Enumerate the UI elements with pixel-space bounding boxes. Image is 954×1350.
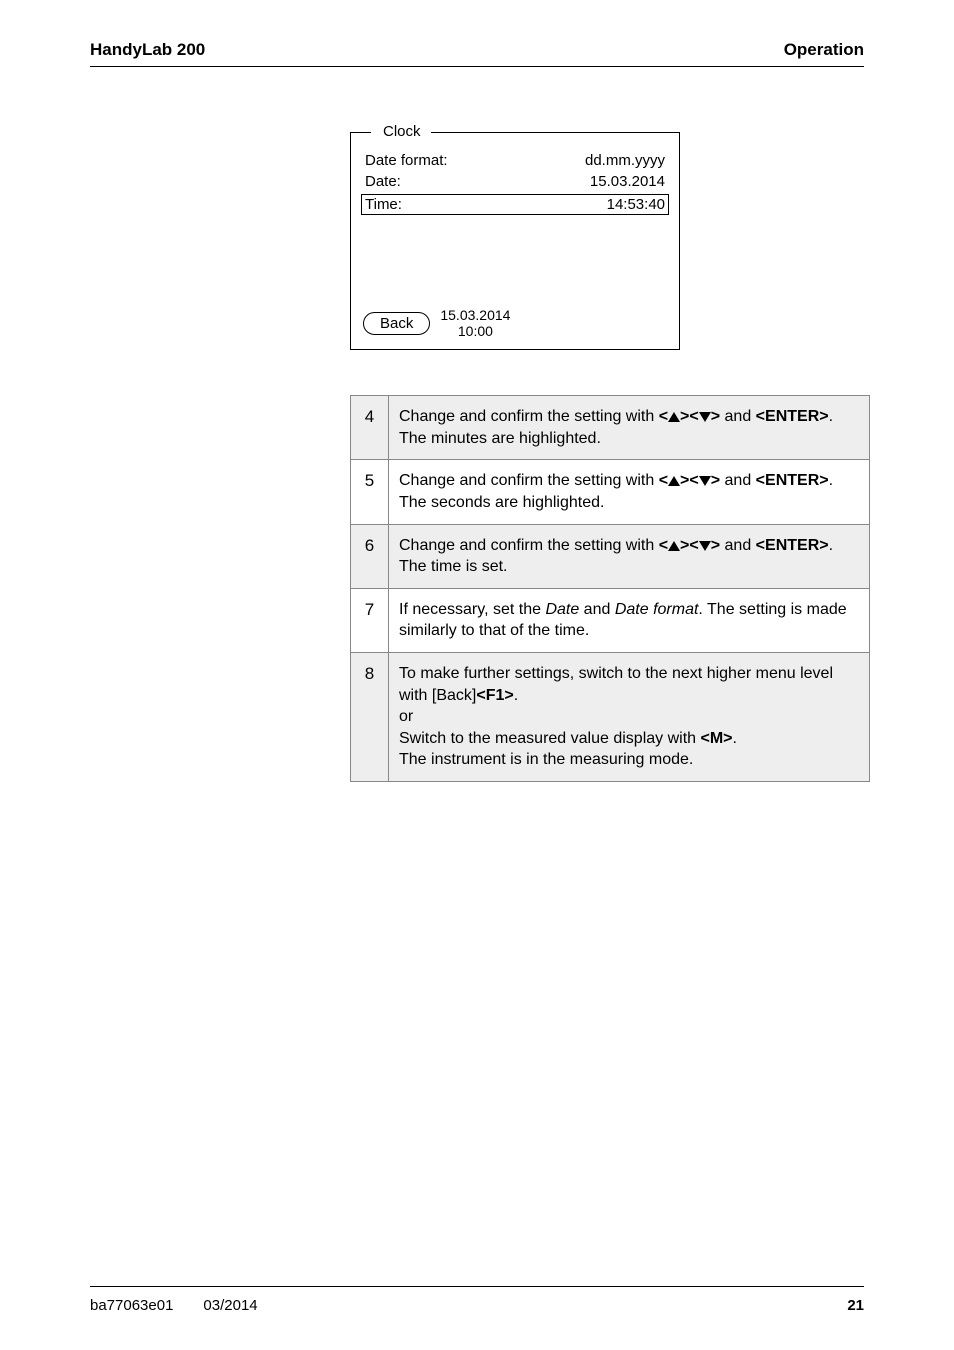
step-text: Change and confirm the setting with <><>… — [389, 396, 870, 460]
triangle-down-icon — [699, 476, 711, 486]
triangle-down-icon — [699, 412, 711, 422]
device-row-value: 14:53:40 — [607, 196, 665, 213]
triangle-up-icon — [668, 541, 680, 551]
step-number: 5 — [351, 460, 389, 524]
triangle-up-icon — [668, 412, 680, 422]
footer-left: ba77063e01 03/2014 — [90, 1297, 258, 1314]
triangle-down-icon — [699, 541, 711, 551]
panel-title: Clock — [379, 123, 425, 140]
table-row: 5Change and confirm the setting with <><… — [351, 460, 870, 524]
step-text: To make further settings, switch to the … — [389, 652, 870, 781]
step-number: 7 — [351, 588, 389, 652]
step-number: 4 — [351, 396, 389, 460]
device-row-label: Date: — [365, 173, 401, 190]
step-number: 6 — [351, 524, 389, 588]
header-left: HandyLab 200 — [90, 40, 205, 60]
triangle-up-icon — [668, 476, 680, 486]
step-number: 8 — [351, 652, 389, 781]
step-text: Change and confirm the setting with <><>… — [389, 460, 870, 524]
device-row-label: Time: — [365, 196, 402, 213]
device-row-value: 15.03.2014 — [590, 173, 665, 190]
steps-table: 4Change and confirm the setting with <><… — [350, 395, 870, 782]
device-row-label: Date format: — [365, 152, 448, 169]
clock-panel: Clock Date format:dd.mm.yyyyDate:15.03.2… — [350, 132, 864, 350]
footer-time: 10:00 — [458, 323, 493, 339]
step-text: Change and confirm the setting with <><>… — [389, 524, 870, 588]
device-row-value: dd.mm.yyyy — [585, 152, 665, 169]
device-row[interactable]: Date format: dd.mm.yyyy — [363, 150, 667, 171]
header-right: Operation — [784, 40, 864, 60]
page-header: HandyLab 200 Operation — [90, 40, 864, 67]
table-row: 7If necessary, set the Date and Date for… — [351, 588, 870, 652]
device-row[interactable]: Time: 14:53:40 — [361, 194, 669, 215]
table-row: 4Change and confirm the setting with <><… — [351, 396, 870, 460]
step-text: If necessary, set the Date and Date form… — [389, 588, 870, 652]
table-row: 8To make further settings, switch to the… — [351, 652, 870, 781]
footer-date: 15.03.2014 — [440, 307, 510, 323]
page-footer: ba77063e01 03/2014 21 — [90, 1286, 864, 1314]
panel-footer: Back 15.03.2014 10:00 — [363, 307, 667, 339]
footer-page-number: 21 — [847, 1297, 864, 1314]
device-row[interactable]: Date: 15.03.2014 — [363, 171, 667, 192]
table-row: 6Change and confirm the setting with <><… — [351, 524, 870, 588]
back-button[interactable]: Back — [363, 312, 430, 335]
